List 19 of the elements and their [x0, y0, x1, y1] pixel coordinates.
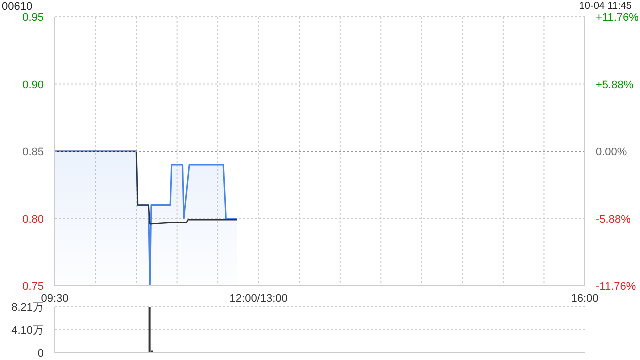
y2-tick-label: 0.00%: [596, 146, 628, 158]
y-tick-label: 0.80: [22, 214, 44, 226]
y-tick-label: 0.90: [22, 79, 44, 92]
line-series: [55, 150, 238, 225]
y2-tick-label: -11.76%: [596, 281, 636, 293]
x-tick-label: 16:00: [571, 292, 599, 305]
y-tick-label: 8.21万: [12, 302, 44, 314]
text: 10-04 11:45: [579, 1, 632, 12]
x-tick-label: 12:00/13:00: [230, 292, 288, 305]
y-tick-label: 0.85: [22, 146, 44, 158]
y2-tick-label: +11.76%: [596, 12, 640, 24]
y-tick-label: 4.10万: [12, 325, 44, 338]
y-tick-label: 0: [38, 348, 44, 360]
y-tick-label: 0.75: [22, 281, 44, 293]
y2-tick-label: +5.88%: [596, 79, 634, 92]
y2-tick-label: -5.88%: [596, 214, 632, 226]
y-tick-label: 0.95: [22, 12, 44, 24]
chart-title: 00610: [2, 1, 33, 13]
x-tick-label: 09:30: [41, 292, 69, 305]
